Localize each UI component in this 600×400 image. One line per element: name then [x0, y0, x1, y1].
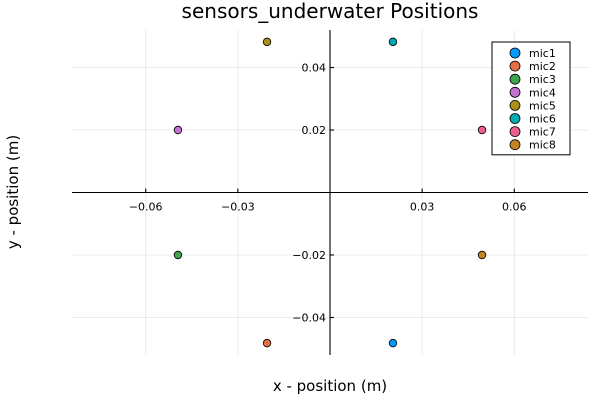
legend-label-mic5: mic5: [529, 99, 556, 112]
legend-marker-mic6: [509, 113, 521, 124]
point-mic6: [388, 37, 398, 47]
tick-labels: −0.06 −0.03 0.03 0.06 −0.04 −0.02 0.02 0.04: [129, 62, 527, 325]
legend-marker-mic2: [509, 60, 521, 72]
x-tick-label: 0.03: [410, 201, 435, 214]
legend-marker-mic3: [509, 73, 521, 85]
y-tick-label: 0.04: [302, 62, 327, 75]
legend-label-mic4: mic4: [529, 86, 556, 99]
point-mic1: [388, 338, 398, 348]
legend-marker-mic7: [509, 126, 521, 138]
point-mic8: [477, 250, 487, 260]
legend-label-mic7: mic7: [529, 126, 556, 139]
point-mic4: [173, 125, 183, 135]
legend-marker-mic5: [509, 100, 521, 111]
legend-label-mic8: mic8: [529, 139, 556, 152]
point-mic7: [477, 125, 487, 135]
legend-label-mic6: mic6: [529, 113, 556, 126]
x-tick-label: 0.06: [502, 201, 527, 214]
chart-title: sensors_underwater Positions: [182, 0, 479, 23]
y-axis-label: y - position (m): [4, 135, 22, 249]
point-mic2: [262, 338, 272, 348]
legend-box: [491, 41, 571, 156]
y-tick-label: −0.04: [292, 312, 326, 325]
legend-marker-mic1: [509, 47, 521, 59]
point-mic5: [262, 37, 272, 47]
x-tick-label: −0.03: [221, 201, 255, 214]
legend-label-mic1: mic1: [529, 47, 556, 60]
legend-label-mic2: mic2: [529, 60, 556, 73]
legend-label-mic3: mic3: [529, 73, 556, 86]
y-tick-label: −0.02: [292, 249, 326, 262]
x-axis-label: x - position (m): [273, 377, 387, 395]
y-tick-label: 0.02: [302, 124, 327, 137]
point-mic3: [173, 250, 183, 260]
legend-marker-mic8: [509, 139, 521, 151]
legend-marker-mic4: [509, 86, 521, 98]
x-tick-label: −0.06: [129, 201, 163, 214]
data-points: [173, 37, 487, 348]
axes: [72, 30, 588, 355]
